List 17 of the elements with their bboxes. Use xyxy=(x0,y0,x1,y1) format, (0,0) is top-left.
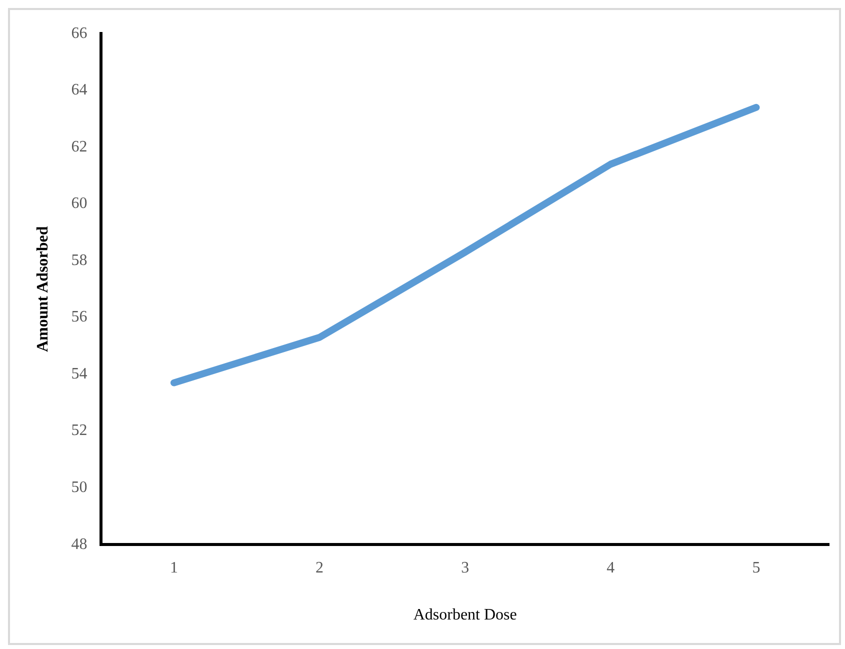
y-tick-label: 64 xyxy=(71,82,88,99)
y-axis-title: Amount Adsorbed xyxy=(34,226,52,352)
y-tick-label: 62 xyxy=(71,138,88,156)
x-tick-label: 5 xyxy=(752,559,760,576)
x-tick-label: 3 xyxy=(461,559,470,576)
y-tick-label: 56 xyxy=(71,308,88,326)
x-tick-label: 4 xyxy=(606,559,615,576)
y-tick-label: 60 xyxy=(71,195,88,212)
x-axis-title: Adsorbent Dose xyxy=(413,606,517,624)
y-tick-label: 48 xyxy=(71,536,88,553)
y-tick-label: 54 xyxy=(71,365,88,382)
y-tick-label: 66 xyxy=(71,24,88,42)
x-tick-label: 2 xyxy=(316,559,324,576)
x-tick-label: 1 xyxy=(170,559,178,576)
y-tick-label: 50 xyxy=(71,479,88,496)
y-tick-label: 58 xyxy=(71,252,88,269)
y-tick-label: 52 xyxy=(71,422,88,440)
